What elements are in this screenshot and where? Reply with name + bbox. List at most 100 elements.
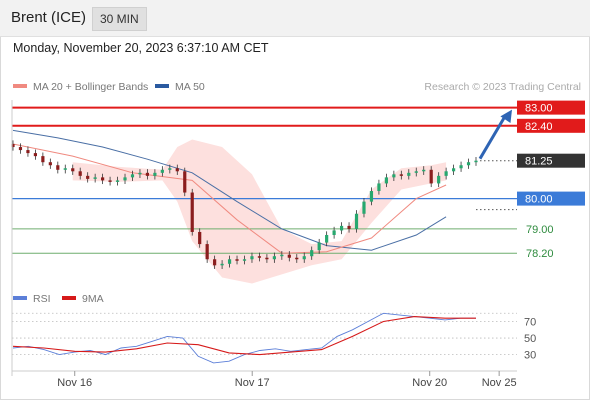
candle [183, 171, 187, 193]
support-label: 78.20 [526, 248, 554, 260]
candle [168, 168, 172, 170]
candle [101, 177, 105, 181]
candle [287, 254, 291, 258]
legend-label-rsi: RSI [33, 293, 51, 305]
candle [175, 168, 179, 172]
price-tag-83-00 [517, 100, 585, 115]
price-tag-label: 83.00 [525, 103, 553, 115]
candle [56, 165, 60, 170]
legend-swatch-rsi [13, 296, 27, 300]
ma20-line [12, 143, 447, 254]
price-tag-81-25 [517, 153, 585, 168]
price-tag-80-00 [517, 191, 585, 206]
candle [332, 230, 336, 235]
candle [115, 180, 120, 182]
candle [302, 256, 306, 260]
timestamp: Monday, November 20, 2023 6:37:10 AM CET [13, 41, 269, 55]
candle [466, 162, 471, 166]
candle [399, 174, 403, 176]
target-arrow [478, 109, 512, 160]
candle [317, 242, 321, 251]
candle [220, 263, 224, 266]
rsi-tick-label: 30 [524, 350, 536, 362]
price-tag-82-40 [517, 118, 585, 133]
candle [86, 175, 90, 179]
candle [130, 174, 135, 178]
rsi-line [12, 312, 476, 364]
candle [354, 213, 359, 229]
watermark: Research © 2023 Trading Central [424, 81, 581, 93]
candle [339, 225, 344, 231]
candle [325, 234, 329, 243]
x-tick-label: Nov 25 [482, 377, 517, 389]
candle [429, 169, 433, 184]
bollinger-band [72, 139, 447, 284]
candle [474, 160, 478, 163]
candle [213, 259, 217, 266]
ma50-line [12, 129, 447, 251]
candle [459, 165, 463, 169]
candle [392, 174, 396, 178]
candle [377, 183, 381, 192]
candle [422, 169, 426, 172]
rsi-tick-label: 70 [524, 317, 536, 329]
candle [26, 150, 30, 154]
candle [235, 259, 239, 261]
candle [362, 201, 366, 214]
legend-label-ma50: MA 50 [175, 81, 205, 93]
legend-swatch-ma50 [155, 84, 169, 88]
candle [48, 162, 52, 166]
candle [451, 168, 456, 172]
timeframe-button[interactable]: 30 MIN [92, 7, 147, 31]
candle [295, 257, 299, 260]
candle [257, 256, 262, 258]
candle [153, 172, 157, 176]
legend-swatch-9ma [62, 296, 76, 300]
price-tag-label: 81.25 [525, 156, 553, 168]
candle [71, 168, 75, 172]
candle [272, 256, 276, 260]
candle [108, 180, 112, 182]
candle [242, 259, 247, 261]
candle [437, 175, 441, 184]
x-tick-label: Nov 16 [57, 377, 92, 389]
candle [198, 231, 202, 245]
candle [347, 225, 351, 229]
candle [41, 156, 45, 163]
candle [227, 259, 232, 264]
instrument-title: Brent (ICE) [11, 9, 87, 26]
candle [18, 147, 23, 151]
rsi-tick-label: 50 [524, 333, 536, 345]
candle [78, 171, 82, 176]
candle [384, 177, 388, 184]
candle [11, 144, 15, 148]
candle [145, 172, 150, 176]
price-tag-label: 80.00 [525, 194, 553, 206]
legend-label-9ma: 9MA [82, 293, 104, 305]
candle [205, 244, 209, 260]
x-tick-label: Nov 20 [412, 377, 447, 389]
candle [63, 168, 67, 170]
target-arrowhead [500, 109, 512, 123]
price-tag-label: 82.40 [525, 121, 553, 133]
x-tick-label: Nov 17 [235, 377, 270, 389]
candle [160, 169, 164, 173]
candle [250, 256, 254, 260]
candle [280, 254, 284, 257]
candle [123, 177, 127, 181]
candle [414, 171, 418, 173]
legend-label-ma20: MA 20 + Bollinger Bands [33, 81, 148, 93]
chart-header: Brent (ICE) 30 MIN [0, 0, 590, 37]
candle [444, 171, 448, 176]
candle [138, 172, 142, 175]
support-label: 79.00 [526, 224, 554, 236]
candle [407, 172, 411, 176]
target-arrow-shaft [478, 113, 508, 160]
candle [190, 192, 194, 232]
rsi-ma-line [12, 316, 476, 356]
legend-swatch-ma20 [13, 84, 27, 88]
candle [33, 153, 38, 157]
candle [310, 250, 314, 257]
candle [369, 191, 374, 202]
